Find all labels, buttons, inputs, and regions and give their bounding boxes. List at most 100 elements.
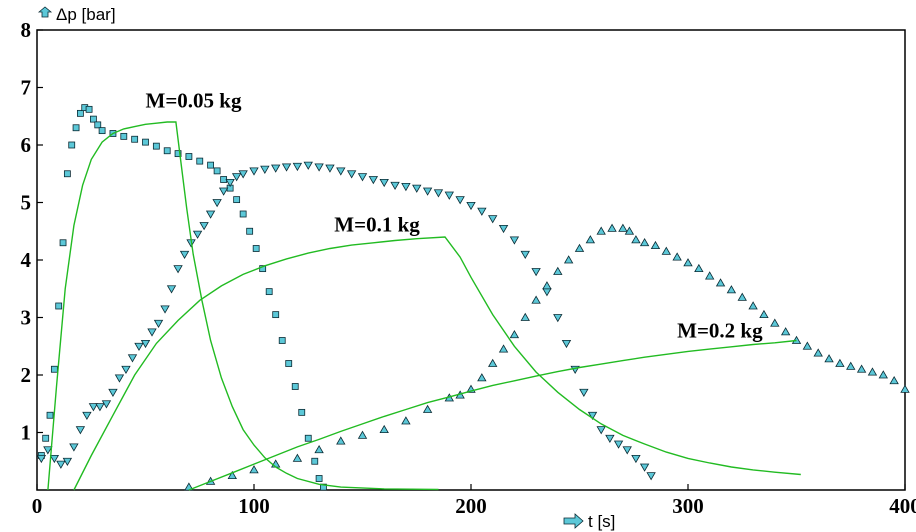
data-point-square bbox=[233, 196, 241, 204]
data-point-triangle-up bbox=[553, 266, 563, 275]
data-point-triangle-up bbox=[878, 370, 888, 379]
data-point-square bbox=[72, 124, 80, 132]
series-layer bbox=[36, 104, 910, 491]
data-point-square bbox=[185, 153, 193, 160]
data-point-square bbox=[50, 365, 58, 373]
data-point-triangle-up bbox=[520, 312, 530, 321]
data-point-triangle-down bbox=[140, 339, 151, 349]
data-point-triangle-up bbox=[631, 235, 641, 244]
data-point-triangle-up bbox=[336, 436, 346, 445]
data-point-triangle-down bbox=[108, 388, 118, 398]
data-point-triangle-down bbox=[646, 472, 656, 481]
series-1 bbox=[37, 104, 327, 491]
data-point-triangle-down bbox=[75, 426, 86, 435]
data-point-triangle-up bbox=[770, 318, 780, 327]
data-point-square bbox=[298, 408, 306, 416]
data-point-triangle-down bbox=[477, 207, 487, 216]
data-point-triangle-up bbox=[791, 335, 802, 344]
y-axis-title: Δp [bar] bbox=[56, 5, 116, 24]
data-point-triangle-down bbox=[498, 224, 509, 234]
data-point-triangle-down bbox=[605, 434, 615, 444]
data-point-triangle-down bbox=[238, 170, 248, 179]
x-axis-arrow-icon bbox=[563, 513, 584, 529]
data-point-triangle-down bbox=[433, 189, 444, 198]
data-point-triangle-up bbox=[292, 453, 303, 462]
data-point-square bbox=[120, 132, 128, 140]
data-point-square bbox=[272, 311, 280, 319]
data-point-triangle-down bbox=[561, 339, 572, 349]
data-point-triangle-up bbox=[824, 354, 834, 363]
data-point-triangle-down bbox=[88, 403, 99, 412]
x-axis-title: t [s] bbox=[588, 512, 615, 531]
data-point-triangle-down bbox=[95, 403, 105, 412]
data-point-triangle-up bbox=[422, 404, 433, 413]
data-point-square bbox=[315, 475, 323, 482]
data-point-triangle-down bbox=[249, 167, 259, 176]
data-point-triangle-down bbox=[43, 446, 53, 455]
data-point-triangle-down bbox=[455, 196, 465, 205]
data-point-triangle-down bbox=[292, 162, 303, 172]
data-point-triangle-down bbox=[412, 184, 422, 193]
data-point-square bbox=[68, 141, 76, 149]
data-point-square bbox=[55, 302, 63, 310]
curve-annotation: M=0.1 kg bbox=[334, 212, 420, 236]
data-point-triangle-up bbox=[856, 364, 867, 373]
data-point-triangle-down bbox=[379, 178, 389, 188]
data-point-square bbox=[42, 434, 50, 442]
data-point-triangle-down bbox=[134, 342, 144, 352]
data-point-square bbox=[59, 239, 67, 247]
data-point-triangle-down bbox=[357, 173, 368, 182]
data-point-triangle-up bbox=[759, 309, 769, 319]
data-point-triangle-down bbox=[314, 163, 324, 172]
data-point-triangle-up bbox=[618, 223, 628, 232]
data-point-triangle-down bbox=[622, 446, 632, 455]
data-point-triangle-down bbox=[639, 463, 650, 472]
y-tick-label: 2 bbox=[21, 363, 32, 387]
data-point-triangle-up bbox=[650, 240, 661, 250]
data-point-triangle-down bbox=[212, 199, 222, 208]
y-tick-label: 8 bbox=[21, 18, 32, 42]
y-tick-label: 3 bbox=[21, 306, 32, 330]
data-point-triangle-down bbox=[179, 250, 190, 260]
data-point-triangle-up bbox=[683, 258, 693, 267]
data-point-triangle-down bbox=[153, 319, 164, 329]
data-point-square bbox=[246, 227, 254, 235]
data-point-triangle-up bbox=[314, 444, 324, 454]
data-point-triangle-down bbox=[587, 411, 598, 421]
data-point-square bbox=[220, 176, 228, 183]
data-point-triangle-up bbox=[835, 358, 845, 367]
curve-annotation: M=0.2 kg bbox=[677, 319, 763, 343]
data-point-triangle-down bbox=[542, 288, 552, 297]
data-point-triangle-up bbox=[488, 358, 498, 367]
data-point-triangle-up bbox=[813, 348, 823, 357]
data-point-triangle-down bbox=[231, 173, 242, 182]
data-point-square bbox=[142, 138, 149, 146]
data-point-triangle-down bbox=[166, 285, 177, 294]
ticks-layer: 0 100 200 300 400 1 2 3 4 5 6 7 8 bbox=[21, 18, 916, 518]
data-point-triangle-down bbox=[390, 181, 400, 191]
data-point-triangle-up bbox=[184, 482, 194, 491]
data-point-triangle-up bbox=[846, 361, 856, 370]
data-point-square bbox=[291, 383, 299, 390]
data-point-square bbox=[320, 483, 327, 491]
data-point-square bbox=[285, 360, 293, 367]
data-point-square bbox=[152, 142, 160, 150]
y-axis-arrow-icon bbox=[37, 6, 53, 18]
data-point-triangle-down bbox=[260, 165, 270, 174]
data-point-triangle-down bbox=[205, 210, 216, 219]
data-point-triangle-up bbox=[574, 243, 585, 252]
data-point-triangle-down bbox=[579, 388, 589, 398]
annotations: M=0.05 kg M=0.1 kg M=0.2 kg bbox=[146, 89, 764, 343]
model-curve-line bbox=[73, 236, 801, 491]
x-tick-label: 0 bbox=[32, 494, 43, 518]
data-point-triangle-up bbox=[867, 367, 878, 376]
data-point-triangle-down bbox=[368, 176, 379, 185]
data-point-triangle-up bbox=[737, 292, 747, 301]
data-point-square bbox=[174, 150, 182, 158]
data-point-square bbox=[304, 434, 312, 442]
data-point-triangle-up bbox=[661, 246, 671, 255]
data-point-triangle-up bbox=[379, 424, 389, 434]
data-point-triangle-up bbox=[563, 255, 574, 264]
x-tick-label: 200 bbox=[455, 494, 487, 518]
